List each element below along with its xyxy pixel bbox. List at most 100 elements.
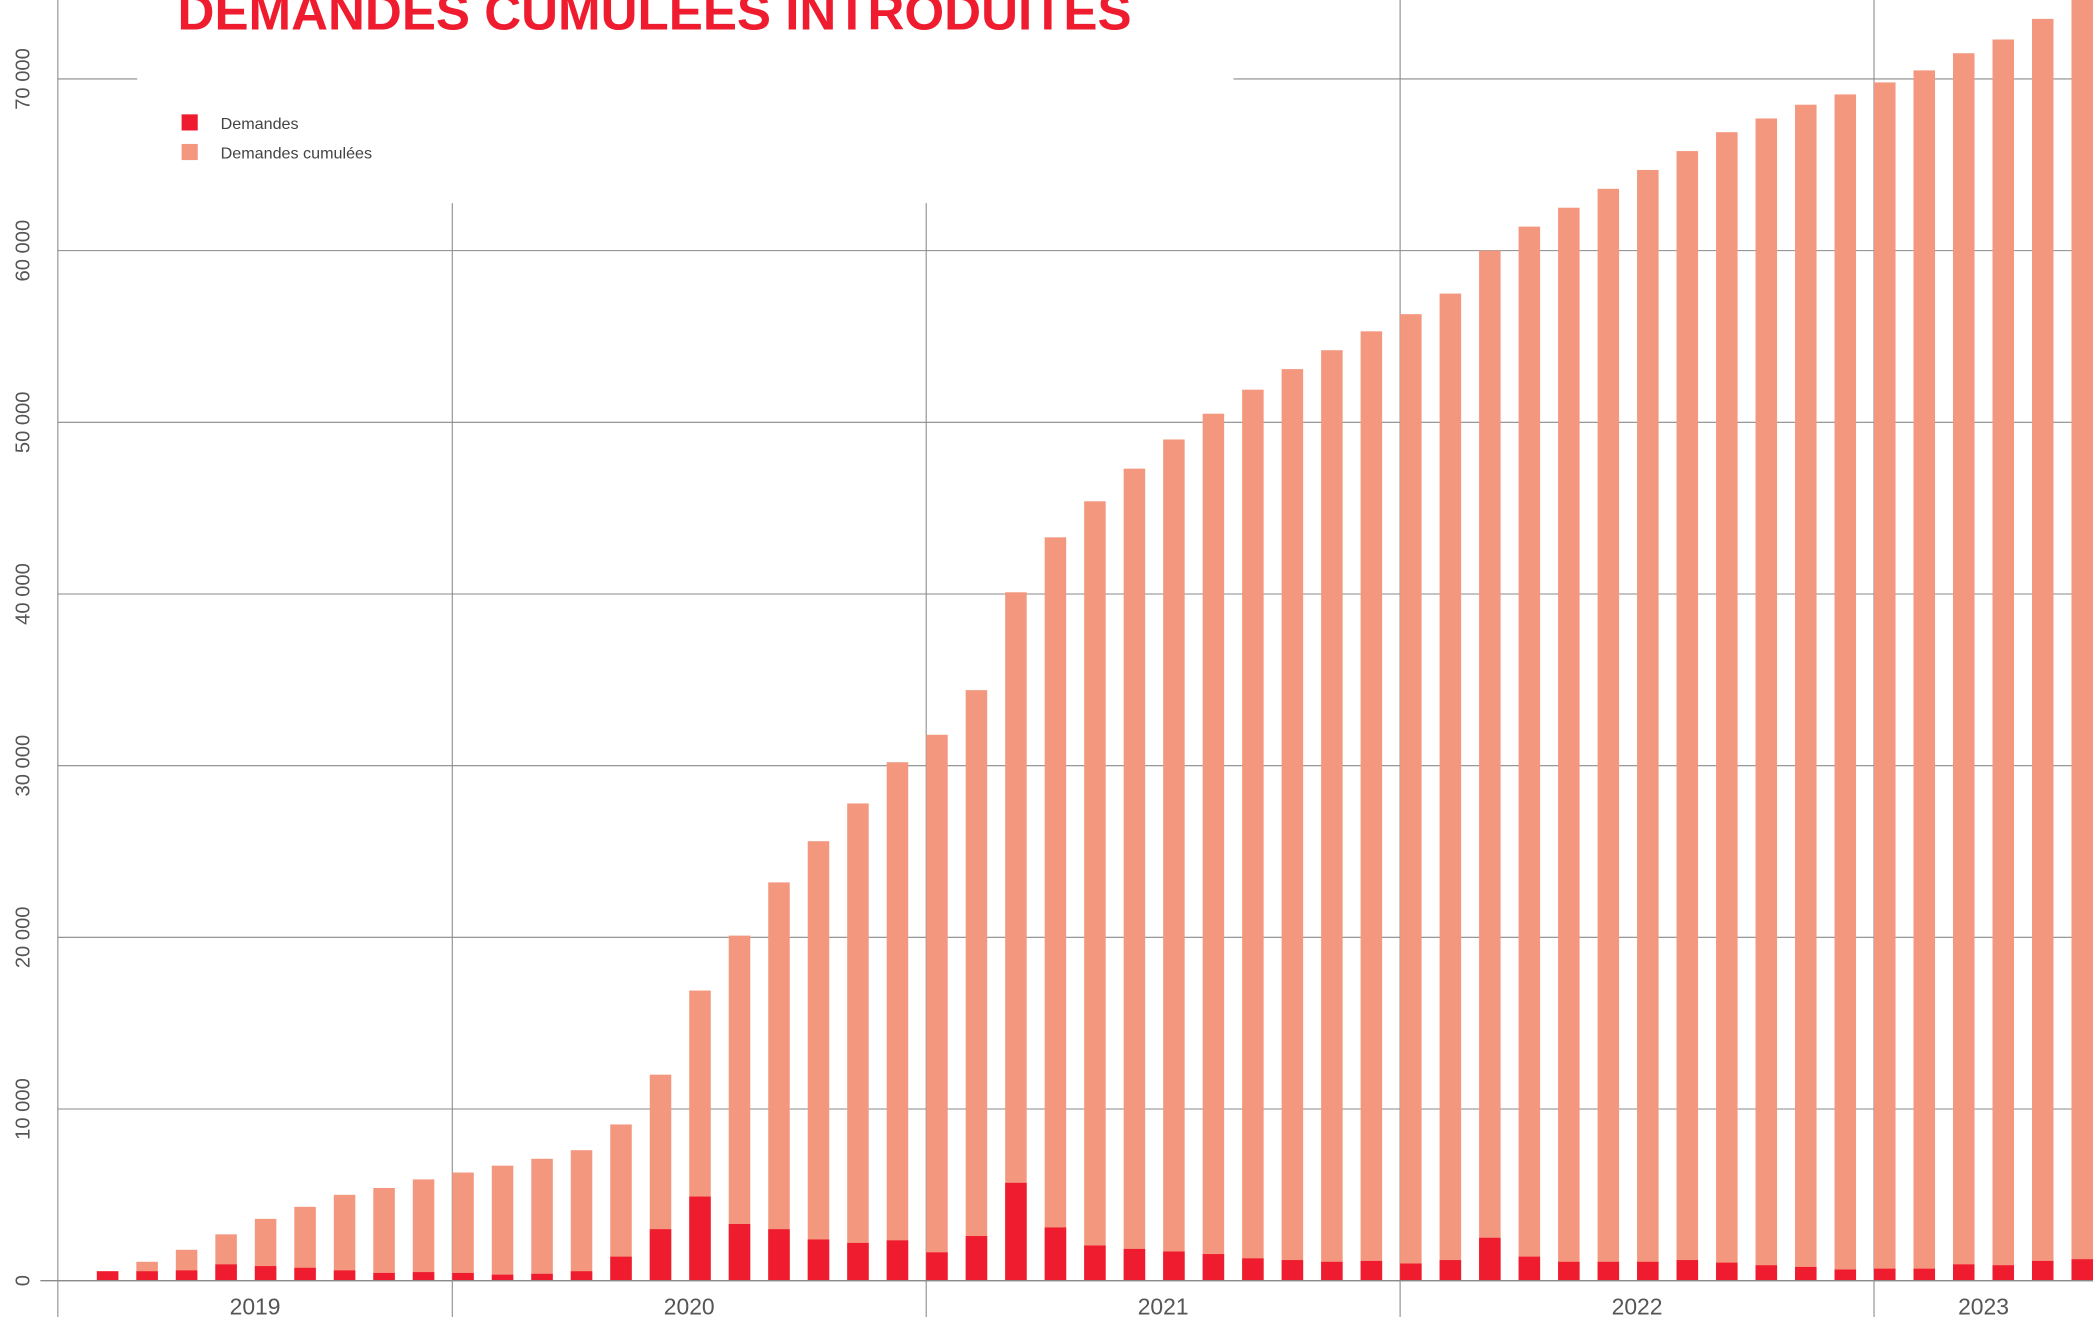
bar xyxy=(294,1206,316,1281)
bar xyxy=(1834,94,1857,1281)
bar xyxy=(847,1242,869,1281)
bar xyxy=(1439,1260,1462,1281)
bar xyxy=(768,882,790,1281)
bar xyxy=(215,1264,237,1281)
bar xyxy=(2031,18,2054,1281)
bar xyxy=(452,1272,474,1281)
bar xyxy=(1044,1227,1067,1281)
bar xyxy=(1202,413,1225,1281)
bar xyxy=(1597,1261,1620,1281)
bar xyxy=(254,1266,277,1281)
legend-swatch xyxy=(181,143,198,161)
legend-swatch xyxy=(181,114,198,131)
bar xyxy=(491,1165,514,1281)
bar xyxy=(333,1194,356,1281)
bar xyxy=(491,1274,514,1281)
bar xyxy=(1676,1260,1699,1281)
group-label: 2020 xyxy=(664,1293,715,1317)
bar xyxy=(1360,331,1383,1281)
bar xyxy=(254,1218,277,1281)
y-tick-label: 60 000 xyxy=(13,220,35,282)
bar xyxy=(531,1273,553,1281)
bar xyxy=(1755,118,1778,1281)
bar xyxy=(886,1240,909,1281)
group-label: 2022 xyxy=(1612,1293,1663,1317)
bar xyxy=(1953,1264,1975,1281)
bar xyxy=(768,1229,790,1281)
y-tick-label: 0 xyxy=(13,1275,35,1286)
bar xyxy=(1834,1269,1857,1281)
bar xyxy=(136,1271,158,1281)
bar xyxy=(1913,70,1936,1281)
bar xyxy=(610,1124,632,1281)
bar xyxy=(1439,293,1462,1281)
bar xyxy=(728,1224,751,1281)
bar xyxy=(1913,1268,1936,1281)
bar xyxy=(1874,1268,1896,1281)
bar xyxy=(886,762,909,1281)
bar xyxy=(847,803,869,1281)
bar xyxy=(1716,1262,1738,1281)
bar xyxy=(570,1150,593,1281)
bar xyxy=(807,841,830,1281)
bar xyxy=(1321,1261,1343,1281)
group-label: 2019 xyxy=(230,1293,281,1317)
bar xyxy=(1597,188,1620,1281)
bar xyxy=(1005,1182,1027,1281)
bar xyxy=(1163,439,1185,1281)
bar xyxy=(965,690,988,1281)
bar xyxy=(926,734,948,1281)
group-label: 2023 xyxy=(1958,1293,2009,1317)
bar xyxy=(1992,1265,2015,1281)
bar xyxy=(1518,226,1541,1281)
bar xyxy=(373,1187,395,1281)
bar xyxy=(610,1256,632,1281)
y-tick-label: 20 000 xyxy=(13,907,35,969)
bar xyxy=(1992,39,2015,1281)
bar xyxy=(649,1074,672,1281)
bar xyxy=(1281,1260,1304,1281)
bar xyxy=(2071,1259,2093,1281)
bar xyxy=(1084,1245,1106,1281)
legend-label: Demandes xyxy=(221,115,299,133)
bar xyxy=(1360,1260,1383,1281)
bar xyxy=(1123,468,1146,1281)
bar xyxy=(570,1271,593,1281)
chart-title: DEMANDES CUMULÉES INTRODUITES xyxy=(178,0,1132,41)
bar xyxy=(333,1270,356,1281)
bar xyxy=(926,1252,948,1281)
bar xyxy=(1005,592,1027,1281)
legend-label: Demandes cumulées xyxy=(221,145,372,163)
bar xyxy=(412,1179,435,1281)
y-tick-label: 30 000 xyxy=(13,735,35,797)
bar xyxy=(1479,1237,1501,1281)
group-label: 2021 xyxy=(1138,1293,1189,1317)
bar xyxy=(1637,169,1659,1281)
y-tick-label: 50 000 xyxy=(13,391,35,453)
y-tick-label: 40 000 xyxy=(13,563,35,625)
y-tick-label: 70 000 xyxy=(13,48,35,110)
bar xyxy=(689,1196,711,1281)
bar xyxy=(1874,82,1896,1281)
bar xyxy=(1400,314,1422,1281)
legend-background xyxy=(137,53,1234,202)
bar xyxy=(1242,389,1264,1281)
bar xyxy=(1123,1248,1146,1281)
bar xyxy=(1518,1256,1541,1281)
bar xyxy=(649,1229,672,1281)
bar xyxy=(373,1272,395,1281)
bar xyxy=(1281,369,1304,1281)
bar xyxy=(1044,537,1067,1281)
bar xyxy=(2031,1260,2054,1281)
bar xyxy=(2071,0,2093,1281)
bar xyxy=(1400,1263,1422,1281)
bar xyxy=(1321,350,1343,1281)
bar xyxy=(965,1236,988,1281)
bar xyxy=(1084,501,1106,1281)
bar xyxy=(452,1172,474,1281)
bar xyxy=(175,1270,198,1281)
bar xyxy=(1716,132,1738,1281)
y-tick-label: 10 000 xyxy=(13,1078,35,1140)
